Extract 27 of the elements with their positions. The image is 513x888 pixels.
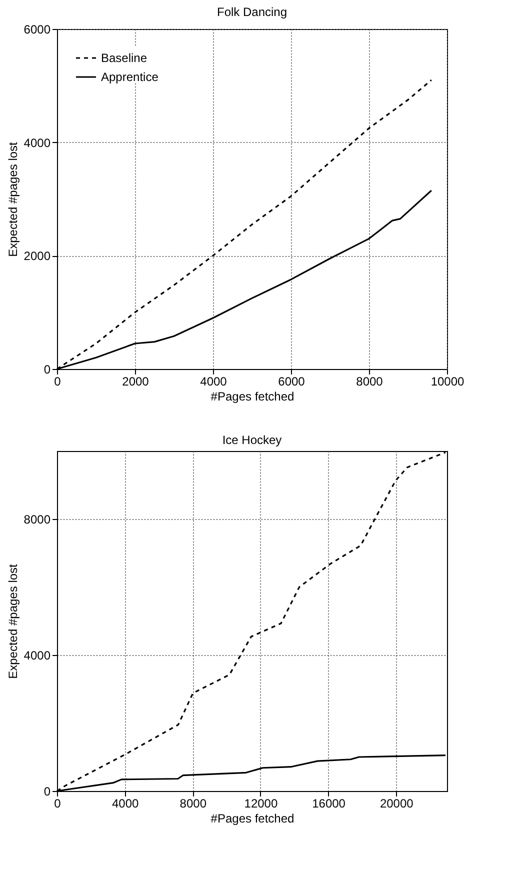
legend-label: Apprentice bbox=[101, 70, 159, 84]
x-tick-label: 12000 bbox=[244, 796, 278, 810]
y-tick-label: 6000 bbox=[24, 22, 51, 36]
chart-title: Folk Dancing bbox=[216, 5, 288, 19]
x-tick-label: 8000 bbox=[180, 796, 207, 810]
y-axis-title: Expected #pages lost bbox=[6, 563, 20, 679]
y-tick-label: 4000 bbox=[24, 648, 51, 662]
x-tick-label: 20000 bbox=[380, 796, 414, 810]
chart-title: Ice Hockey bbox=[222, 433, 282, 447]
x-tick-label: 4000 bbox=[112, 796, 139, 810]
y-tick-label: 8000 bbox=[24, 512, 51, 526]
x-tick-label: 2000 bbox=[122, 374, 150, 388]
x-tick-label: 8000 bbox=[356, 374, 384, 388]
x-tick-label: 0 bbox=[54, 796, 62, 810]
x-tick-label: 16000 bbox=[312, 796, 346, 810]
y-tick-label: 4000 bbox=[24, 136, 51, 150]
x-axis-title: #Pages fetched bbox=[210, 390, 294, 404]
x-tick-label: 0 bbox=[54, 374, 62, 388]
x-axis-title: #Pages fetched bbox=[210, 812, 294, 826]
x-tick-label: 4000 bbox=[200, 374, 228, 388]
x-tick-label: 6000 bbox=[278, 374, 306, 388]
y-tick-label: 0 bbox=[44, 362, 51, 376]
y-tick-label: 0 bbox=[44, 784, 51, 798]
y-tick-label: 2000 bbox=[24, 249, 51, 264]
legend-label: Baseline bbox=[101, 51, 148, 65]
x-tick-label: 10000 bbox=[430, 374, 465, 388]
y-axis-title: Expected #pages lost bbox=[6, 141, 20, 257]
